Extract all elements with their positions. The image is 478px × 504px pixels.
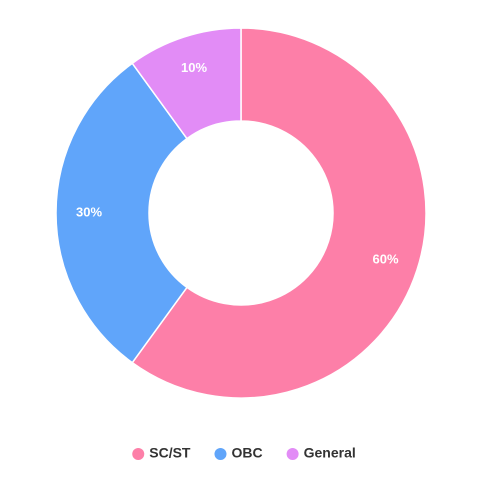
legend-label: OBC (231, 445, 262, 461)
legend: SC/ST OBC General (132, 445, 356, 461)
slice-label: 10% (181, 60, 207, 75)
legend-label: General (304, 445, 356, 461)
slice (131, 27, 427, 399)
slice (55, 62, 188, 364)
slice-label: 30% (76, 204, 102, 219)
legend-marker (132, 448, 145, 460)
legend-marker (214, 448, 227, 460)
slice (131, 27, 242, 140)
legend-label: SC/ST (149, 445, 191, 461)
legend-marker (286, 448, 299, 460)
slice-label: 60% (373, 251, 399, 266)
